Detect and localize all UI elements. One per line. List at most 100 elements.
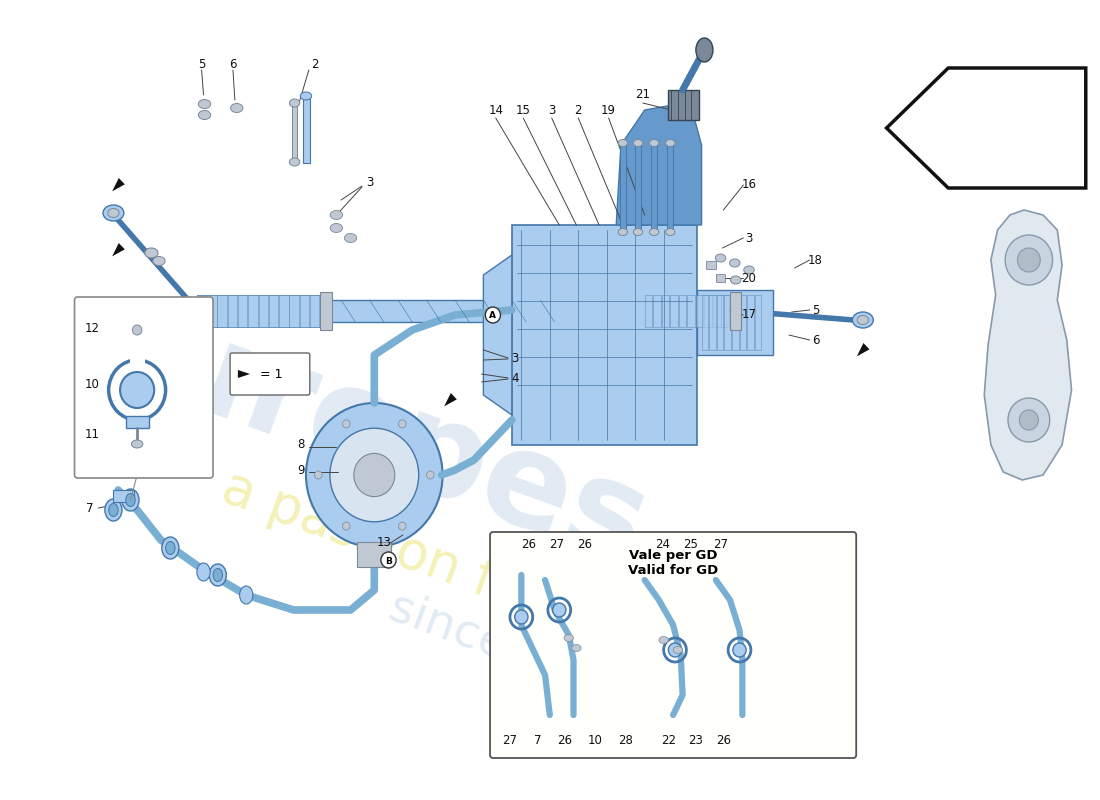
Bar — [197, 295, 320, 327]
Ellipse shape — [666, 139, 675, 146]
Bar — [696, 295, 704, 327]
Bar — [207, 295, 217, 327]
Circle shape — [330, 428, 419, 522]
Bar — [717, 295, 724, 350]
Text: 6: 6 — [812, 334, 820, 346]
Ellipse shape — [125, 494, 135, 506]
Bar — [706, 261, 716, 269]
Ellipse shape — [103, 205, 124, 221]
Bar — [320, 292, 331, 330]
Ellipse shape — [289, 99, 300, 107]
Text: 8: 8 — [298, 438, 305, 451]
Bar — [730, 292, 741, 330]
Bar — [668, 145, 673, 230]
Ellipse shape — [330, 223, 342, 233]
Text: 9: 9 — [297, 463, 305, 477]
Bar — [635, 145, 641, 230]
Circle shape — [354, 454, 395, 497]
Text: = 1: = 1 — [260, 367, 282, 381]
Bar — [279, 295, 288, 327]
Circle shape — [1020, 410, 1038, 430]
Ellipse shape — [198, 110, 211, 119]
Polygon shape — [984, 210, 1071, 480]
Ellipse shape — [649, 229, 659, 235]
Text: 3: 3 — [512, 351, 518, 365]
Bar — [724, 295, 732, 350]
Bar — [713, 295, 721, 327]
Ellipse shape — [634, 229, 642, 235]
Circle shape — [427, 471, 434, 479]
Circle shape — [398, 420, 406, 428]
Text: since 1985: since 1985 — [383, 585, 641, 715]
Ellipse shape — [330, 210, 342, 219]
Bar — [688, 295, 695, 327]
Bar — [292, 105, 297, 160]
Bar — [732, 295, 738, 350]
Text: 21: 21 — [636, 89, 650, 102]
Bar — [512, 225, 696, 445]
Text: 16: 16 — [741, 178, 757, 191]
Polygon shape — [444, 393, 456, 406]
Text: a passion for parts: a passion for parts — [214, 462, 695, 678]
Ellipse shape — [744, 266, 755, 274]
Bar — [238, 295, 248, 327]
Polygon shape — [112, 178, 124, 191]
Circle shape — [552, 603, 565, 617]
Circle shape — [398, 522, 406, 530]
Text: 3: 3 — [548, 103, 556, 117]
Ellipse shape — [213, 569, 222, 582]
Bar — [670, 295, 678, 327]
Text: 22: 22 — [661, 734, 675, 746]
Ellipse shape — [231, 103, 243, 113]
Bar — [645, 295, 730, 327]
Text: 12: 12 — [85, 322, 100, 334]
Text: B: B — [385, 557, 392, 566]
Bar — [653, 295, 661, 327]
Ellipse shape — [166, 542, 175, 554]
Ellipse shape — [145, 248, 158, 258]
Text: 26: 26 — [558, 734, 572, 746]
Bar — [218, 295, 227, 327]
Ellipse shape — [109, 503, 118, 517]
Bar — [716, 274, 725, 282]
Bar — [125, 416, 148, 428]
Text: 17: 17 — [741, 309, 757, 322]
Ellipse shape — [300, 92, 311, 100]
Circle shape — [381, 552, 396, 568]
Bar — [710, 295, 716, 350]
Circle shape — [1018, 248, 1041, 272]
Bar — [704, 295, 712, 327]
Ellipse shape — [673, 646, 683, 654]
FancyBboxPatch shape — [490, 532, 856, 758]
Text: 2: 2 — [311, 58, 318, 70]
Text: 14: 14 — [488, 103, 503, 117]
Ellipse shape — [852, 312, 873, 328]
Ellipse shape — [153, 257, 165, 266]
Circle shape — [485, 307, 501, 323]
Bar — [304, 98, 310, 163]
Bar — [651, 145, 657, 230]
Text: 11: 11 — [85, 429, 100, 442]
Text: 6: 6 — [229, 58, 236, 70]
Bar — [197, 295, 207, 327]
Text: 5: 5 — [198, 58, 206, 70]
Circle shape — [120, 372, 154, 408]
Bar — [722, 295, 729, 327]
Ellipse shape — [289, 158, 300, 166]
Text: 23: 23 — [689, 734, 703, 746]
Bar — [268, 295, 278, 327]
Ellipse shape — [209, 564, 227, 586]
Polygon shape — [887, 68, 1086, 188]
Text: 27: 27 — [549, 538, 564, 551]
Text: 7: 7 — [534, 734, 541, 746]
Circle shape — [669, 643, 682, 657]
Text: 19: 19 — [601, 103, 616, 117]
Bar — [679, 295, 686, 327]
Text: Valid for GD: Valid for GD — [628, 563, 718, 577]
Ellipse shape — [344, 234, 356, 242]
Text: 15: 15 — [516, 103, 530, 117]
Polygon shape — [238, 370, 250, 378]
Ellipse shape — [715, 254, 726, 262]
Ellipse shape — [649, 139, 659, 146]
Bar — [310, 295, 319, 327]
